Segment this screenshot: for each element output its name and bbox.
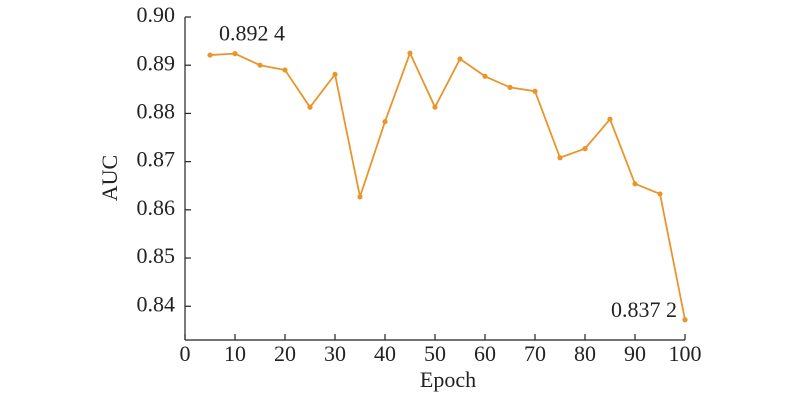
y-tick-label: 0.90 — [137, 2, 176, 27]
y-tick-label: 0.88 — [137, 98, 176, 123]
x-tick-label: 40 — [374, 341, 396, 366]
point — [482, 73, 488, 79]
x-tick-label: 50 — [424, 341, 446, 366]
point — [257, 62, 263, 68]
point — [207, 52, 213, 58]
point — [307, 104, 313, 110]
point — [432, 104, 438, 110]
x-tick-label: 10 — [224, 341, 246, 366]
y-tick-label: 0.87 — [137, 147, 176, 172]
x-tick-label: 100 — [669, 341, 702, 366]
point — [532, 88, 538, 94]
data-label: 0.892 4 — [219, 21, 285, 46]
point — [232, 51, 238, 57]
line — [209, 50, 686, 320]
y-tick-label: 0.85 — [137, 243, 176, 268]
x-tick-label: 0 — [180, 341, 191, 366]
point — [582, 146, 588, 152]
x-tick-label: 70 — [524, 341, 546, 366]
y-axis-label: AUC — [97, 155, 122, 201]
point — [632, 181, 638, 187]
point — [607, 116, 613, 122]
y-tick-label: 0.89 — [137, 50, 176, 75]
point — [332, 71, 338, 77]
point — [507, 84, 513, 90]
x-tick-label: 30 — [324, 341, 346, 366]
data-label: 0.837 2 — [611, 297, 677, 322]
x-tick-label: 80 — [574, 341, 596, 366]
point — [357, 194, 363, 200]
y-tick-label: 0.86 — [137, 195, 176, 220]
point — [382, 119, 388, 125]
point — [557, 155, 563, 161]
x-tick-label: 90 — [624, 341, 646, 366]
point — [657, 191, 663, 197]
point — [682, 317, 688, 323]
y-tick-label: 0.84 — [137, 291, 176, 316]
point — [282, 67, 288, 73]
point — [407, 50, 413, 56]
x-axis-label: Epoch — [420, 367, 476, 392]
x-tick-label: 20 — [274, 341, 296, 366]
point — [457, 56, 463, 62]
x-tick-label: 60 — [474, 341, 496, 366]
